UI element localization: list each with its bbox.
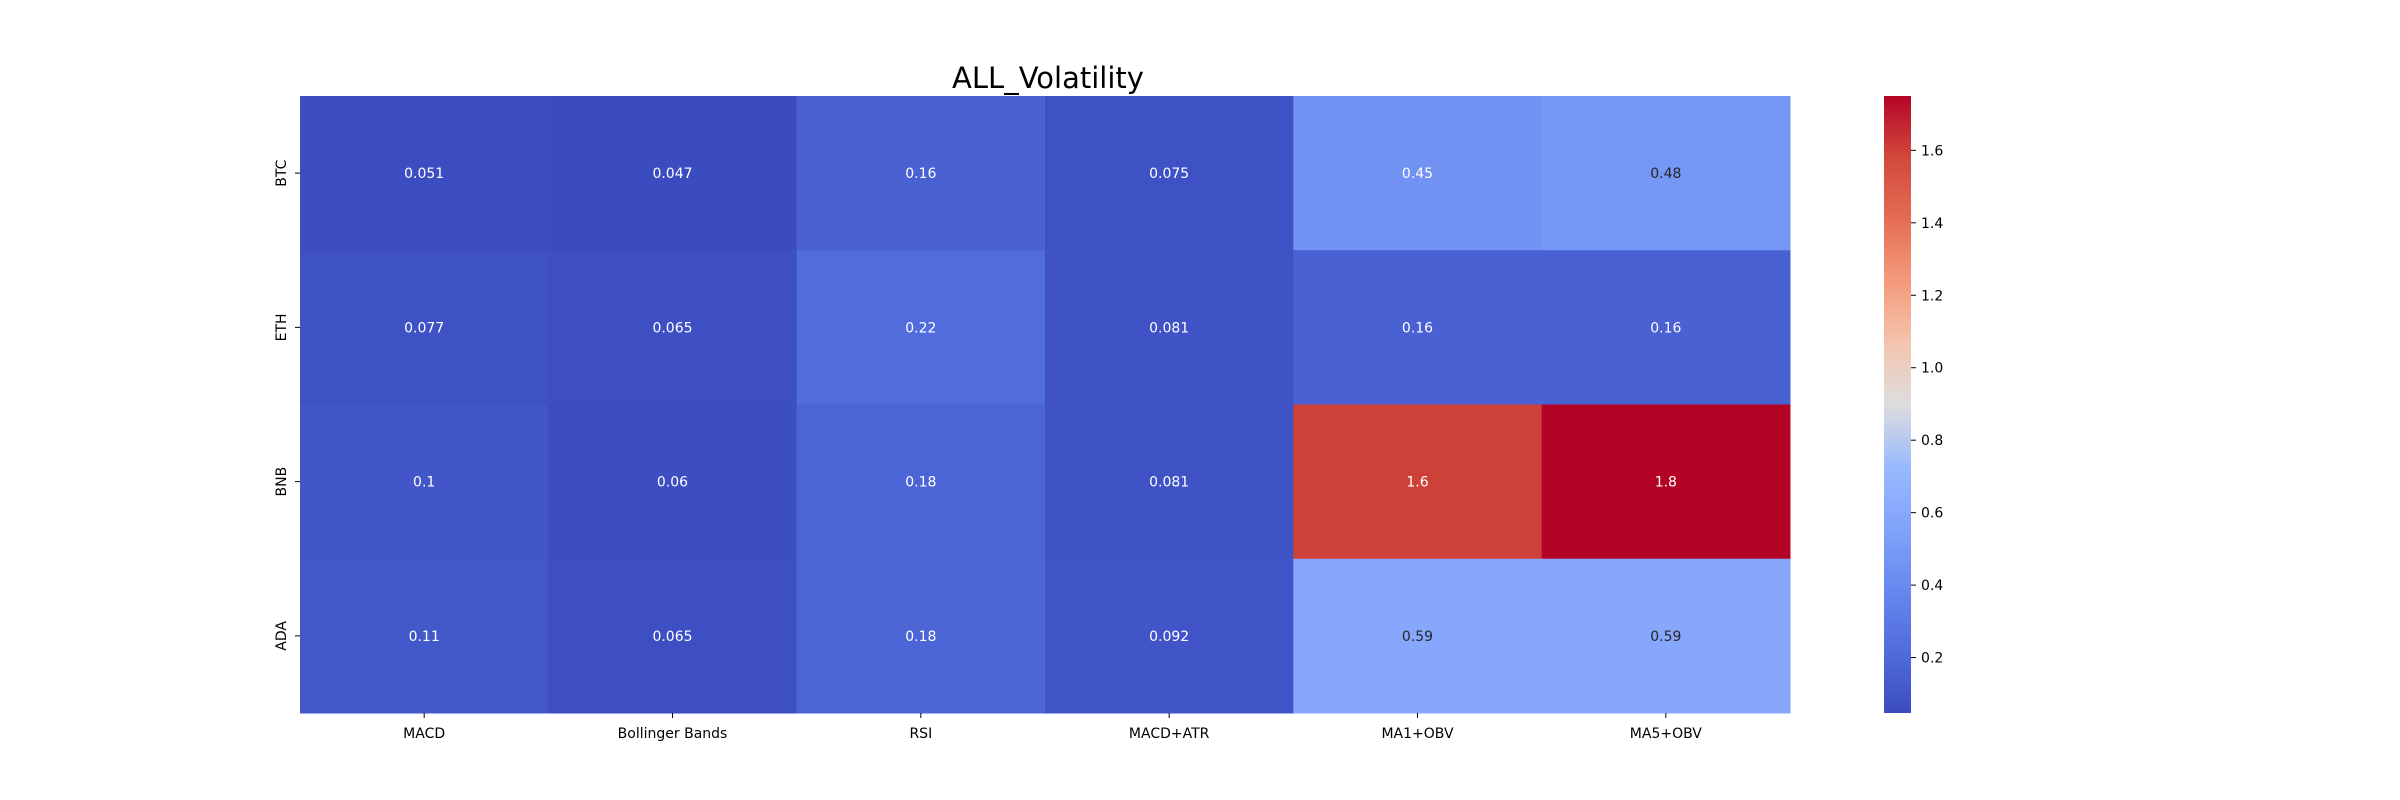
heatmap-cell-label: 0.22 <box>905 320 936 336</box>
heatmap-cell-label: 0.092 <box>1149 629 1189 645</box>
heatmap-cell <box>1541 404 1791 560</box>
y-tick-label: ADA <box>274 621 290 651</box>
heatmap-cell-label: 0.081 <box>1149 475 1189 491</box>
heatmap-cell <box>548 558 798 714</box>
heatmap-cell-label: 0.16 <box>1402 320 1433 336</box>
heatmap-cell-label: 0.48 <box>1650 166 1681 182</box>
heatmap-cell-label: 0.16 <box>905 166 936 182</box>
heatmap-cells <box>300 96 1791 714</box>
colorbar-tick-label: 0.6 <box>1921 506 1943 522</box>
heatmap-cell <box>1045 404 1294 560</box>
x-tick-label: RSI <box>909 726 932 742</box>
heatmap-cell <box>1045 250 1294 405</box>
heatmap-cell-labels: 0.051 0.047 0.16 0.075 0.45 0.48 0.077 0.065 0.2… <box>404 166 1681 645</box>
x-tick-label: MA5+OBV <box>1630 726 1702 742</box>
heatmap-cell <box>300 96 549 251</box>
x-tick-label: MACD <box>403 726 445 742</box>
heatmap-cell-label: 0.18 <box>905 629 936 645</box>
heatmap-cell <box>796 250 1046 405</box>
heatmap-cell-label: 0.065 <box>652 320 692 336</box>
heatmap-cell <box>1293 250 1543 405</box>
heatmap-cell-label: 0.081 <box>1149 320 1189 336</box>
heatmap-cell-label: 0.077 <box>404 320 444 336</box>
heatmap-cell <box>300 404 549 560</box>
x-tick-label: MA1+OBV <box>1381 726 1453 742</box>
colorbar-tick-label: 1.0 <box>1921 361 1943 377</box>
heatmap-cell <box>300 250 549 405</box>
heatmap-cell <box>1293 96 1543 251</box>
y-tick-label: BTC <box>274 159 290 186</box>
heatmap-cell <box>796 404 1046 560</box>
x-axis: MACD Bollinger Bands RSI MACD+ATR MA1+OBV MA5… <box>403 713 1702 742</box>
heatmap-cell-label: 0.59 <box>1650 629 1681 645</box>
x-tick-label: Bollinger Bands <box>618 726 728 742</box>
heatmap-cell-label: 0.59 <box>1402 629 1433 645</box>
colorbar-tick-label: 0.2 <box>1921 651 1943 667</box>
heatmap-cell-label: 1.8 <box>1655 475 1677 491</box>
heatmap-cell <box>548 96 798 251</box>
heatmap-cell-label: 0.051 <box>404 166 444 182</box>
colorbar: 0.2 0.4 0.6 0.8 1.0 1.2 1.4 1.6 <box>1884 96 1943 713</box>
heatmap-cell <box>1293 404 1543 560</box>
heatmap-cell-label: 1.6 <box>1406 475 1428 491</box>
heatmap-cell-label: 0.11 <box>409 629 440 645</box>
heatmap-cell <box>548 404 798 560</box>
heatmap-cell <box>1541 558 1791 714</box>
colorbar-tick-label: 0.4 <box>1921 578 1943 594</box>
heatmap-cell <box>1541 250 1791 405</box>
heatmap-cell <box>548 250 798 405</box>
chart-title: ALL_Volatility <box>952 61 1144 95</box>
heatmap-cell-label: 0.1 <box>413 475 435 491</box>
heatmap-cell-label: 0.18 <box>905 475 936 491</box>
heatmap-cell <box>300 558 549 714</box>
y-tick-label: BNB <box>274 467 290 497</box>
heatmap-cell-label: 0.45 <box>1402 166 1433 182</box>
heatmap-cell <box>1541 96 1791 251</box>
colorbar-tick-label: 0.8 <box>1921 433 1943 449</box>
heatmap-cell <box>1045 96 1294 251</box>
heatmap-cell-label: 0.06 <box>657 475 688 491</box>
heatmap-cell-label: 0.047 <box>652 166 692 182</box>
colorbar-tick-label: 1.6 <box>1921 143 1943 159</box>
colorbar-tick-label: 1.2 <box>1921 288 1943 304</box>
colorbar-gradient <box>1884 96 1911 713</box>
heatmap-cell <box>796 96 1046 251</box>
colorbar-tick-label: 1.4 <box>1921 216 1943 232</box>
heatmap-cell <box>796 558 1046 714</box>
heatmap-cell <box>1045 558 1294 714</box>
heatmap-cell-label: 0.065 <box>652 629 692 645</box>
heatmap-cell-label: 0.075 <box>1149 166 1189 182</box>
heatmap-cell <box>1293 558 1543 714</box>
y-tick-label: ETH <box>274 313 290 341</box>
x-tick-label: MACD+ATR <box>1129 726 1210 742</box>
heatmap-cell-label: 0.16 <box>1650 320 1681 336</box>
y-axis: BTC ETH BNB ADA <box>274 159 300 651</box>
